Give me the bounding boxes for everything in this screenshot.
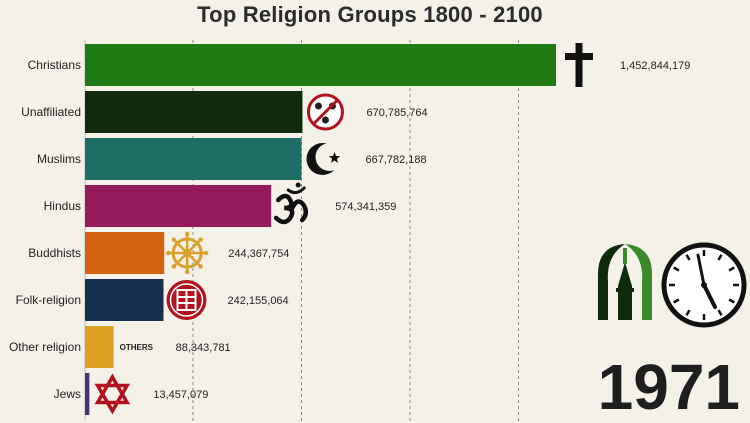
bar-other-religion <box>85 326 114 368</box>
value-label: 88,343,781 <box>176 342 231 354</box>
dharma-wheel-icon <box>166 231 209 275</box>
value-label: 244,367,754 <box>228 248 289 260</box>
bar-muslims <box>85 138 302 180</box>
svg-text:OTHERS: OTHERS <box>120 343 154 352</box>
chart-title: Top Religion Groups 1800 - 2100 <box>197 2 543 27</box>
category-label: Muslims <box>37 152 81 166</box>
star-of-david-icon <box>94 373 131 415</box>
crescent-star-icon <box>306 143 344 175</box>
unaffiliated-icon <box>306 93 344 131</box>
bar-unaffiliated <box>85 91 303 133</box>
folk-symbol-icon <box>166 280 207 320</box>
value-label: 242,155,064 <box>228 295 289 307</box>
others-tag: OTHERS <box>120 343 154 352</box>
value-label: 667,782,188 <box>365 154 426 166</box>
category-label: Other religion <box>9 340 81 354</box>
year-counter: 1971 <box>597 351 740 423</box>
category-labels: Christians Unaffiliated Muslims Hindus Buddh… <box>9 58 81 401</box>
value-label: 574,341,359 <box>335 201 396 213</box>
om-icon <box>273 182 309 225</box>
clock-icon <box>661 242 747 328</box>
category-label: Folk-religion <box>16 293 81 307</box>
bar-christians <box>85 44 556 86</box>
value-labels: 1,452,844,179 670,785,764 667,782,188 574,3… <box>153 60 690 401</box>
category-label: Hindus <box>44 199 81 213</box>
value-label: 13,457,079 <box>153 389 208 401</box>
bar-buddhists <box>85 232 165 274</box>
value-label: 670,785,764 <box>366 107 427 119</box>
bar-hindus <box>85 185 272 227</box>
religion-icons: OTHERS <box>94 43 593 415</box>
bar-jews <box>85 373 90 415</box>
value-label: 1,452,844,179 <box>620 60 690 72</box>
category-label: Buddhists <box>28 246 81 260</box>
bar-folk-religion <box>85 279 164 321</box>
category-label: Jews <box>54 387 81 401</box>
category-label: Christians <box>28 58 81 72</box>
category-label: Unaffiliated <box>21 105 81 119</box>
channel-logo-icon <box>598 244 652 320</box>
cross-icon <box>565 43 593 87</box>
bars <box>85 44 556 415</box>
